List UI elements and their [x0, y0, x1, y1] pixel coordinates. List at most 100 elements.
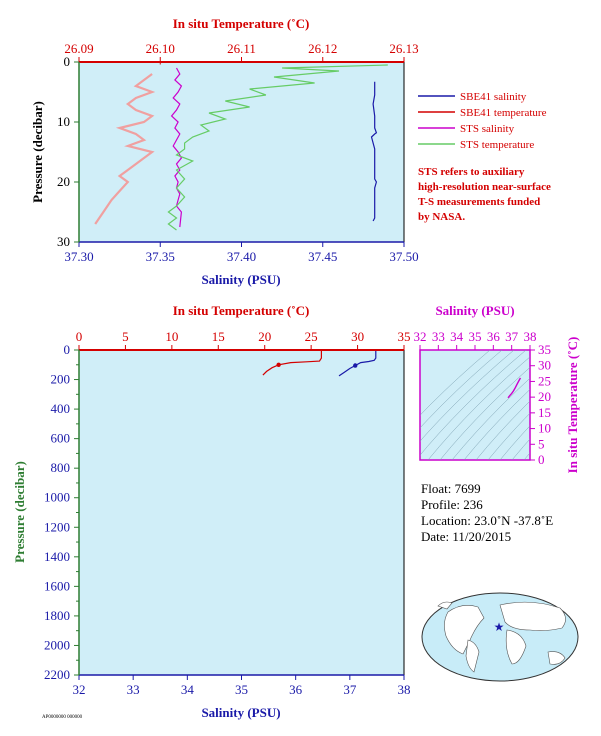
- top-plot-area: [78, 61, 405, 243]
- legend-label: SBE41 salinity: [460, 91, 527, 103]
- float-location-marker: ★: [494, 620, 505, 634]
- ts-sal-tick-label: 34: [450, 329, 464, 344]
- top-panel: 26.09 26.10 26.11 26.12 26.13 37.30 37.35 37.40…: [30, 16, 419, 287]
- top-series-4: [94, 73, 156, 225]
- bottom-pressure-tick-label: 600: [51, 431, 71, 446]
- bottom-temp-tick-label: 35: [398, 329, 411, 344]
- bottom-sal-tick-label: 33: [127, 682, 140, 697]
- top-sal-tick-label: 37.40: [227, 249, 256, 264]
- density-contour: [420, 350, 503, 429]
- density-contour: [420, 350, 491, 416]
- density-contour: [487, 412, 530, 460]
- map-land-americas: [444, 605, 485, 655]
- bottom-panel: 0 5 10 15 20 25 30 35 32 33 34 35 36 37 38 0 200 400 600 80…: [12, 303, 411, 720]
- top-temp-tick-label: 26.12: [308, 41, 337, 56]
- ts-temp-tick-label: 30: [538, 358, 551, 373]
- bottom-series-marker: [276, 362, 281, 367]
- top-temp-tick-label: 26.11: [227, 41, 256, 56]
- bottom-pressure-tick-label: 1200: [44, 519, 70, 534]
- top-series-2: [170, 67, 183, 228]
- footer-code: AP0000000 000000: [42, 715, 83, 720]
- map-land-africa: [505, 629, 527, 665]
- top-sal-axis-title: Salinity (PSU): [201, 272, 280, 287]
- density-contour: [451, 377, 530, 460]
- bottom-plot-area: [78, 349, 405, 676]
- top-pressure-tick-label: 20: [57, 174, 70, 189]
- bottom-pressure-tick-label: 1400: [44, 549, 70, 564]
- bottom-temp-tick-label: 15: [212, 329, 225, 344]
- top-temp-tick-label: 26.13: [389, 41, 418, 56]
- bottom-sal-axis-title: Salinity (PSU): [201, 705, 280, 720]
- bottom-sal-tick-label: 36: [289, 682, 303, 697]
- bottom-sal-tick-label: 34: [181, 682, 195, 697]
- bottom-sal-tick-label: 37: [343, 682, 357, 697]
- float-info: Float: 7699 Profile: 236 Location: 23.0˚…: [421, 481, 553, 544]
- bottom-temp-tick-label: 20: [258, 329, 271, 344]
- density-contour: [511, 438, 530, 460]
- bottom-sal-tick-label: 32: [73, 682, 86, 697]
- ts-plot-area: [419, 349, 531, 461]
- bottom-series-0: [262, 350, 322, 376]
- bottom-temp-axis-title: In situ Temperature (˚C): [173, 303, 310, 318]
- top-series-0: [370, 81, 378, 222]
- bottom-pressure-axis-title: Pressure (decibar): [12, 461, 27, 563]
- map-land-north: [437, 601, 453, 610]
- ts-series-layer: [507, 377, 522, 399]
- bottom-series-marker: [353, 363, 358, 368]
- bottom-temp-tick-label: 30: [351, 329, 364, 344]
- bottom-pressure-tick-label: 0: [64, 342, 71, 357]
- bottom-sal-tick-label: 38: [398, 682, 411, 697]
- ts-sal-tick-label: 38: [524, 329, 537, 344]
- bottom-pressure-tick-label: 1800: [44, 608, 70, 623]
- density-contour: [523, 452, 530, 460]
- top-temp-axis-title: In situ Temperature (˚C): [173, 16, 310, 31]
- legend-label: STS salinity: [460, 123, 515, 135]
- ts-sal-axis-title: Salinity (PSU): [435, 303, 514, 318]
- ts-sal-tick-label: 35: [469, 329, 482, 344]
- map-land-south-america: [465, 639, 480, 673]
- top-sal-tick-label: 37.45: [308, 249, 337, 264]
- note-line-2: high-resolution near-surface: [418, 181, 551, 193]
- density-contour: [420, 350, 527, 456]
- ts-temp-tick-label: 35: [538, 342, 551, 357]
- density-contour: [499, 425, 530, 460]
- density-contour: [463, 389, 530, 460]
- bottom-pressure-tick-label: 1000: [44, 490, 70, 505]
- ts-temp-tick-label: 0: [538, 452, 545, 467]
- bottom-pressure-tick-label: 400: [51, 401, 71, 416]
- bottom-pressure-tick-label: 2000: [44, 637, 70, 652]
- location: Location: 23.0˚N -37.8˚E: [421, 513, 553, 528]
- bottom-sal-tick-label: 35: [235, 682, 248, 697]
- note-line-4: by NASA.: [418, 211, 465, 223]
- density-contour: [427, 356, 530, 460]
- note-line-3: T-S measurements funded: [418, 196, 540, 208]
- note-line-1: STS refers to auxiliary: [418, 166, 525, 178]
- map-land-australia: [547, 651, 566, 665]
- bottom-pressure-tick-label: 2200: [44, 667, 70, 682]
- top-sal-tick-label: 37.50: [389, 249, 418, 264]
- ts-temp-tick-label: 10: [538, 421, 551, 436]
- bottom-series-1: [338, 350, 377, 377]
- bottom-pressure-tick-label: 1600: [44, 578, 70, 593]
- top-pressure-axis-title: Pressure (decibar): [30, 101, 45, 203]
- bottom-temp-tick-label: 10: [165, 329, 178, 344]
- density-contour: [475, 400, 530, 460]
- top-temp-tick-label: 26.09: [64, 41, 93, 56]
- legend-label: SBE41 temperature: [460, 107, 547, 119]
- top-pressure-tick-label: 0: [64, 54, 71, 69]
- ts-temp-tick-label: 15: [538, 405, 551, 420]
- map-land-eurasia: [499, 601, 566, 631]
- legend-label: STS temperature: [460, 139, 534, 151]
- world-map: ★: [421, 592, 579, 682]
- top-ticks-layer: 26.09 26.10 26.11 26.12 26.13 37.30 37.35 37.40…: [57, 41, 419, 264]
- ts-temp-axis-title: In situ Temperature (˚C): [565, 337, 580, 474]
- ts-sal-tick-label: 33: [432, 329, 445, 344]
- ts-temp-tick-label: 5: [538, 436, 545, 451]
- top-temp-tick-label: 26.10: [146, 41, 175, 56]
- float-id: Float: 7699: [421, 481, 481, 496]
- top-pressure-tick-label: 30: [57, 234, 70, 249]
- density-contour: [420, 350, 515, 442]
- date: Date: 11/20/2015: [421, 529, 511, 544]
